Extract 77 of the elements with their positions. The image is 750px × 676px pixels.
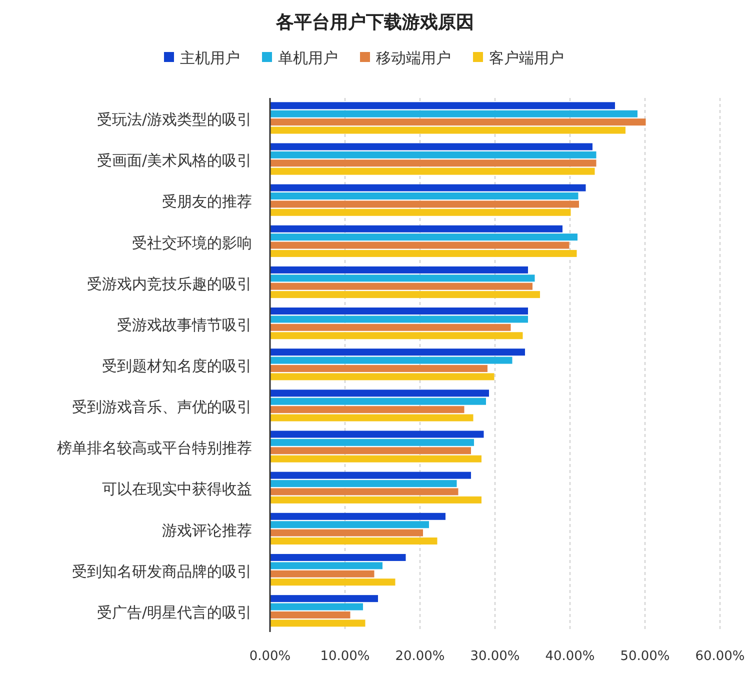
bar <box>270 308 528 315</box>
bar <box>270 480 457 488</box>
bar <box>270 242 570 249</box>
bar <box>270 521 429 528</box>
bar <box>270 118 646 126</box>
bar <box>270 570 374 578</box>
bar <box>270 143 592 150</box>
chart-title: 各平台用户下载游戏原因 <box>275 12 474 33</box>
bar <box>270 168 595 175</box>
bar <box>270 250 577 257</box>
x-tick-label: 50.00% <box>620 649 670 664</box>
x-tick-label: 20.00% <box>395 649 445 664</box>
bar <box>270 398 486 405</box>
bar <box>270 620 366 627</box>
bar <box>270 455 482 462</box>
bar <box>270 373 494 380</box>
bar <box>270 316 528 323</box>
bar <box>270 234 578 241</box>
bar <box>270 110 638 118</box>
legend-label: 主机用户 <box>180 49 240 67</box>
legend-label: 移动端用户 <box>376 49 451 67</box>
bar <box>270 562 382 570</box>
bar <box>270 529 423 536</box>
bar <box>270 208 571 216</box>
bar <box>270 438 474 446</box>
bar <box>270 192 578 200</box>
bar <box>270 184 586 192</box>
bar <box>270 472 471 479</box>
bar <box>270 603 363 610</box>
y-tick-label: 受到游戏音乐、声优的吸引 <box>72 398 252 416</box>
x-tick-label: 10.00% <box>320 649 370 664</box>
bar <box>270 611 350 618</box>
bar <box>270 348 525 356</box>
bar <box>270 538 438 545</box>
bar <box>270 595 378 602</box>
bar <box>270 102 615 110</box>
bar <box>270 430 484 438</box>
y-tick-label: 受到知名研发商品牌的吸引 <box>72 562 252 580</box>
x-tick-label: 60.00% <box>695 649 745 664</box>
bar <box>270 332 523 340</box>
bar <box>270 488 458 496</box>
bar <box>270 200 579 208</box>
bar <box>270 406 464 414</box>
bar <box>270 151 596 158</box>
bar <box>270 554 406 561</box>
x-tick-label: 0.00% <box>249 649 291 664</box>
bar <box>270 291 540 298</box>
bar <box>270 496 482 504</box>
bar <box>270 282 532 290</box>
bar <box>270 356 512 364</box>
bar <box>270 324 511 331</box>
y-tick-label: 受广告/明星代言的吸引 <box>96 603 252 622</box>
legend-label: 单机用户 <box>278 49 338 67</box>
y-tick-label: 榜单排名较高或平台特别推荐 <box>57 439 252 458</box>
bar <box>270 365 488 372</box>
bar <box>270 447 471 454</box>
bar <box>270 512 446 520</box>
bar <box>270 225 562 232</box>
y-tick-label: 受游戏内竞技乐趣的吸引 <box>87 274 252 293</box>
y-tick-label: 游戏评论推荐 <box>162 521 252 540</box>
bar <box>270 274 535 282</box>
x-tick-label: 40.00% <box>545 649 595 664</box>
y-tick-label: 受玩法/游戏类型的吸引 <box>96 110 252 129</box>
y-tick-label: 受到题材知名度的吸引 <box>102 357 252 375</box>
y-tick-label: 受画面/美术风格的吸引 <box>96 152 252 170</box>
bar <box>270 578 396 586</box>
legend-label: 客户端用户 <box>489 49 564 67</box>
y-tick-label: 受社交环境的影响 <box>132 234 252 252</box>
bar <box>270 414 474 422</box>
y-tick-label: 可以在现实中获得收益 <box>102 480 252 498</box>
bar <box>270 126 626 134</box>
bar <box>270 160 596 167</box>
bar <box>270 266 528 274</box>
bar <box>270 390 489 397</box>
x-tick-label: 30.00% <box>470 649 520 664</box>
y-tick-label: 受游戏故事情节吸引 <box>117 316 252 334</box>
y-tick-label: 受朋友的推荐 <box>162 192 252 211</box>
